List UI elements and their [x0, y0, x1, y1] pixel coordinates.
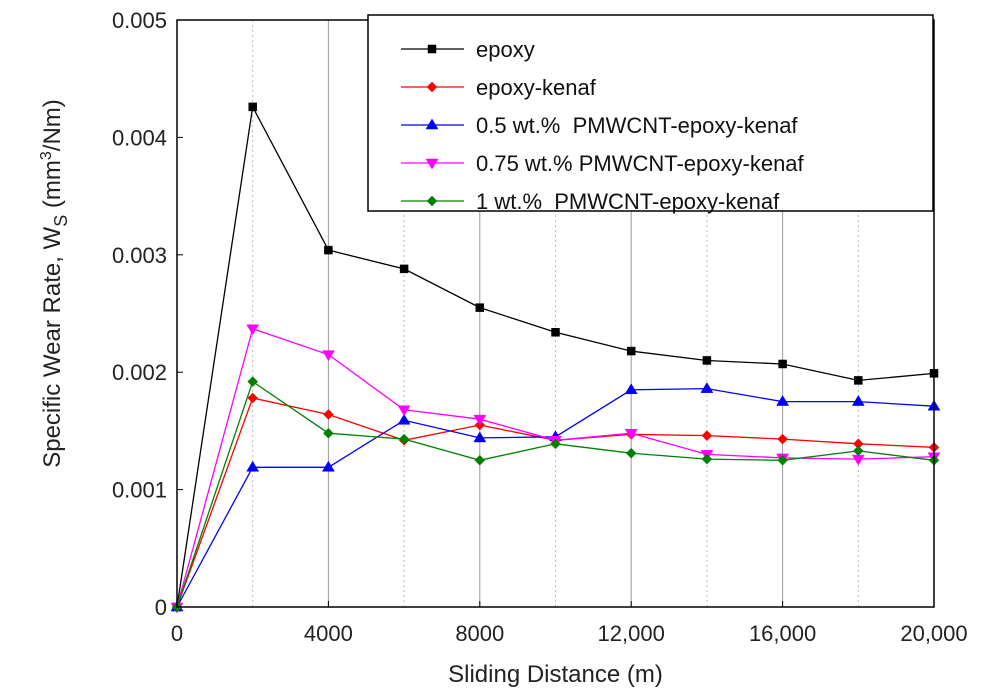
data-point: [323, 409, 334, 420]
y-axis-title-unit-close: /Nm): [39, 99, 66, 151]
data-point: [473, 414, 487, 426]
y-axis-title-main: Specific Wear Rate, W: [39, 226, 66, 467]
data-point: [397, 405, 411, 417]
series-4: [171, 376, 940, 613]
data-point: [397, 413, 411, 425]
x-tick-label: 0: [171, 621, 183, 646]
legend-entry: 1 wt.% PMWCNT-epoxy-kenaf: [401, 189, 780, 214]
data-point: [246, 324, 260, 336]
legend-label: 0.75 wt.% PMWCNT-epoxy-kenaf: [476, 151, 805, 176]
legend-entry: epoxy-kenaf: [401, 75, 597, 100]
y-tick-label: 0.004: [112, 125, 167, 150]
legend-marker: [426, 195, 438, 207]
data-point: [777, 454, 788, 466]
axis-ticks: 0 4000 8000 12,000 16,000 20,000 0 0.001 0.002 0.…: [112, 8, 968, 646]
data-point: [851, 454, 865, 466]
data-point: [248, 102, 257, 112]
legend-marker: [425, 118, 439, 130]
data-point: [700, 382, 714, 393]
data-point: [475, 303, 485, 312]
data-point: [626, 346, 636, 356]
series-3: [170, 324, 941, 614]
x-tick-label: 20,000: [900, 621, 967, 646]
data-point: [777, 433, 788, 445]
legend-marker: [427, 44, 437, 54]
data-point: [323, 427, 334, 439]
legend-label: epoxy: [476, 37, 535, 62]
legend-label: 0.5 wt.% PMWCNT-epoxy-kenaf: [476, 113, 798, 138]
y-tick-label: 0.001: [112, 478, 167, 503]
legend-marker: [425, 158, 439, 170]
data-point: [854, 376, 863, 385]
data-point: [321, 460, 335, 472]
x-tick-label: 4000: [304, 621, 353, 646]
data-point: [852, 445, 864, 457]
y-tick-label: 0.003: [112, 243, 167, 268]
y-axis-title-sup: 3: [38, 151, 55, 160]
data-point: [702, 356, 712, 365]
data-point: [851, 395, 865, 406]
x-tick-label: 8000: [455, 621, 504, 646]
legend-entry: 0.75 wt.% PMWCNT-epoxy-kenaf: [401, 151, 805, 176]
data-point: [398, 433, 410, 445]
legend: epoxy epoxy-kenaf 0.5 wt.% PMWCNT-epoxy-ke…: [367, 14, 934, 214]
x-tick-label: 16,000: [749, 621, 816, 646]
data-point: [624, 383, 638, 395]
data-point: [321, 350, 335, 362]
x-axis-title: Sliding Distance (m): [448, 661, 663, 688]
data-point: [324, 245, 333, 255]
y-tick-label: 0.002: [112, 360, 167, 385]
y-tick-label: 0: [155, 595, 167, 620]
data-point: [473, 431, 487, 443]
legend-box: [367, 14, 934, 212]
legend-entry: epoxy: [401, 37, 535, 62]
data-point: [776, 395, 790, 406]
data-point: [701, 453, 713, 465]
y-axis-title-sub: S: [51, 215, 71, 227]
data-point: [550, 438, 561, 450]
y-tick-label: 0.005: [112, 8, 167, 33]
data-point: [474, 454, 486, 466]
data-point: [551, 328, 560, 337]
data-point: [247, 392, 259, 404]
data-point: [701, 430, 713, 441]
data-point: [624, 428, 638, 440]
x-tick-label: 12,000: [598, 621, 665, 646]
legend-label: epoxy-kenaf: [476, 75, 597, 100]
legend-marker: [426, 81, 438, 93]
data-point: [625, 447, 637, 459]
data-point: [399, 264, 409, 274]
data-point: [246, 460, 260, 472]
y-axis-title: Specific Wear Rate, WS (mm3/Nm): [38, 99, 71, 468]
legend-label: 1 wt.% PMWCNT-epoxy-kenaf: [476, 189, 780, 214]
data-point: [247, 376, 259, 387]
data-point: [778, 359, 787, 369]
legend-entry: 0.5 wt.% PMWCNT-epoxy-kenaf: [401, 113, 798, 138]
y-axis-title-unit-open: (mm: [39, 160, 66, 215]
